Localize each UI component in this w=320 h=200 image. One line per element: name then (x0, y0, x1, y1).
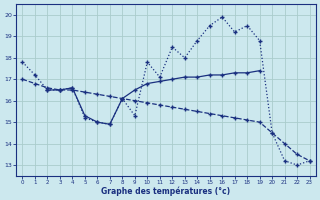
X-axis label: Graphe des températures (°c): Graphe des températures (°c) (101, 186, 231, 196)
